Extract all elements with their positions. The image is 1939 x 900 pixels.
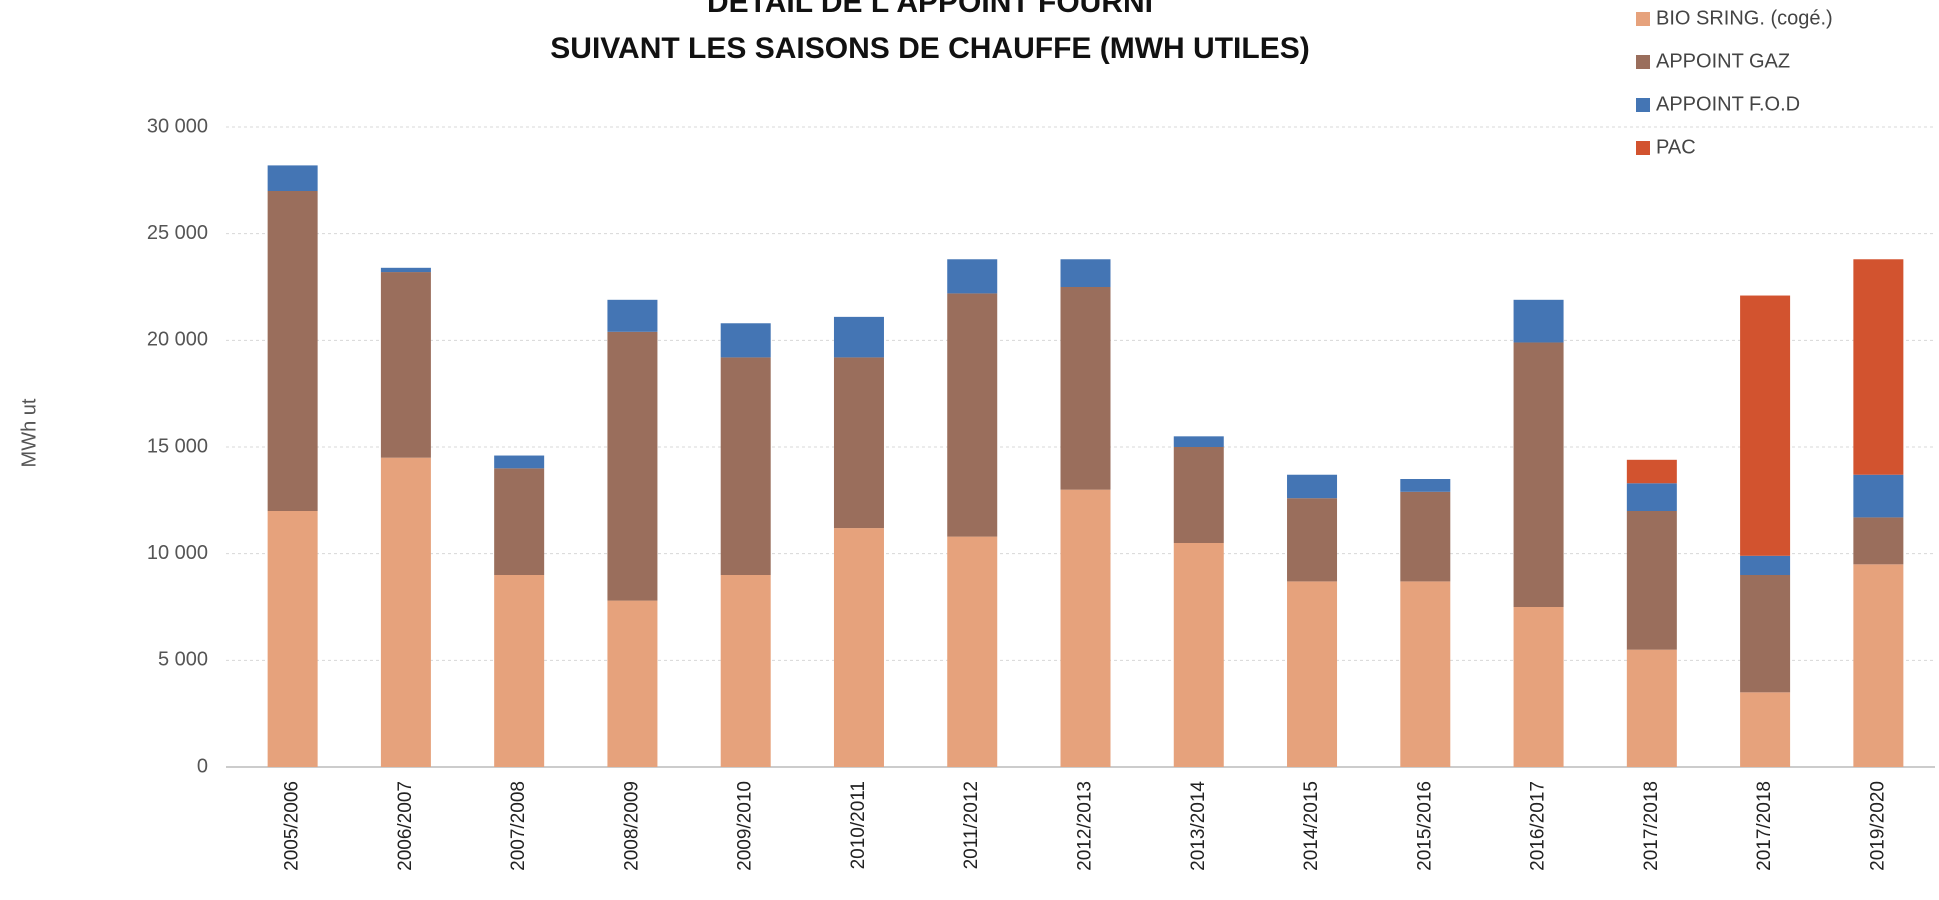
y-tick-label: 0 (197, 755, 208, 777)
legend-label: APPOINT GAZ (1656, 50, 1790, 72)
bar-segment (607, 331, 658, 601)
x-tick-label: 2017/2018 (1754, 781, 1775, 871)
chart-title: DÉTAIL DE L'APPOINT FOURNI (707, 0, 1153, 19)
x-tick-label: 2013/2014 (1188, 781, 1209, 871)
bar-segment (494, 455, 545, 469)
y-tick-label: 5 000 (158, 649, 208, 671)
bar-segment (1173, 447, 1224, 543)
bar-segment (1400, 479, 1451, 492)
x-tick-label: 2016/2017 (1528, 781, 1549, 871)
bar-segment (1060, 287, 1111, 490)
x-tick-label: 2014/2015 (1301, 781, 1322, 871)
bar-segment (494, 468, 545, 575)
bar-segment (607, 600, 658, 767)
y-tick-label: 20 000 (147, 329, 208, 351)
bar-segment (833, 528, 884, 767)
x-tick-label: 2008/2009 (621, 781, 642, 871)
bar-segment (607, 299, 658, 332)
bar-segment (947, 536, 998, 767)
bar-segment (1740, 575, 1791, 693)
chart-subtitle: SUIVANT LES SAISONS DE CHAUFFE (MWH UTIL… (550, 32, 1309, 65)
y-tick-label: 10 000 (147, 542, 208, 564)
bar-segment (1740, 692, 1791, 767)
bar-segment (833, 357, 884, 529)
bar-segment (833, 316, 884, 358)
bar-segment (720, 357, 771, 575)
x-tick-label: 2012/2013 (1075, 781, 1096, 871)
bar-segment (267, 511, 318, 767)
bar-segment (380, 457, 431, 767)
bar-segment (1287, 498, 1338, 582)
legend-swatch (1636, 141, 1650, 155)
legend-label: PAC (1656, 136, 1696, 158)
bar-segment (720, 323, 771, 358)
bar-segment (380, 267, 431, 273)
bar-segment (1626, 483, 1677, 511)
bar-segment (1740, 295, 1791, 556)
bar-segment (494, 575, 545, 767)
x-tick-label: 2005/2006 (282, 781, 303, 871)
bar-segment (267, 165, 318, 191)
bar-segment (1287, 474, 1338, 499)
x-tick-label: 2007/2008 (508, 781, 529, 871)
bar-segment (1173, 436, 1224, 447)
bar-segment (1513, 607, 1564, 767)
bar-segment (267, 191, 318, 511)
legend-label: APPOINT F.O.D (1656, 93, 1800, 115)
bar-segment (1853, 474, 1904, 518)
legend-label: BIO SRING. (cogé.) (1656, 7, 1833, 29)
bar-segment (1853, 564, 1904, 767)
bar-segment (1400, 581, 1451, 767)
bar-segment (1173, 543, 1224, 767)
x-tick-label: 2010/2011 (848, 781, 869, 869)
legend-swatch (1636, 12, 1650, 26)
y-tick-label: 25 000 (147, 222, 208, 244)
bar-segment (1060, 489, 1111, 767)
bar-segment (1626, 511, 1677, 650)
x-tick-label: 2011/2012 (961, 781, 982, 869)
bar-segment (720, 575, 771, 767)
x-tick-label: 2015/2016 (1414, 781, 1435, 871)
bar-segment (1626, 459, 1677, 484)
x-tick-label: 2006/2007 (395, 781, 416, 871)
legend-swatch (1636, 55, 1650, 69)
bar-segment (380, 272, 431, 458)
y-axis-label: MWh ut (18, 398, 40, 467)
bar-segment (1513, 342, 1564, 607)
x-tick-label: 2017/2018 (1641, 781, 1662, 871)
bar-segment (1853, 259, 1904, 475)
bar-segment (1853, 517, 1904, 565)
y-tick-label: 30 000 (147, 115, 208, 137)
bar-segment (1513, 299, 1564, 343)
bar-segment (1287, 581, 1338, 767)
bar-segment (1740, 555, 1791, 575)
bar-segment (1060, 259, 1111, 287)
bar-segment (947, 293, 998, 537)
legend-swatch (1636, 98, 1650, 112)
x-tick-label: 2019/2020 (1867, 781, 1888, 871)
y-tick-label: 15 000 (147, 435, 208, 457)
bar-segment (947, 259, 998, 294)
bar-segment (1400, 491, 1451, 582)
x-tick-label: 2009/2010 (735, 781, 756, 871)
bar-segment (1626, 649, 1677, 767)
